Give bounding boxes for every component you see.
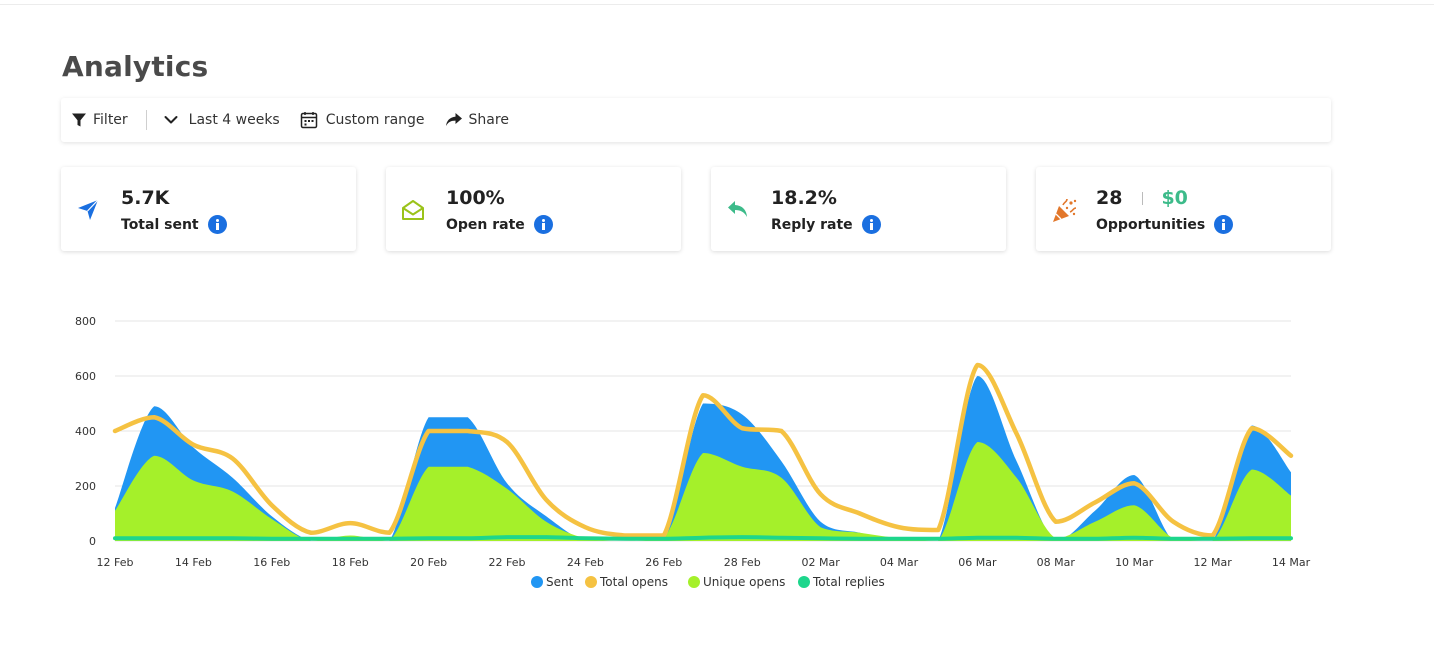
legend-item-unique-opens[interactable]: Unique opens	[688, 575, 785, 589]
y-tick-label: 600	[75, 370, 96, 383]
legend-swatch	[798, 576, 810, 588]
legend-swatch	[585, 576, 597, 588]
x-tick-label: 14 Mar	[1272, 556, 1311, 569]
stat-card-open-rate: 100% Open rate	[386, 167, 681, 251]
calendar-icon	[300, 111, 318, 129]
page-title: Analytics	[62, 50, 209, 83]
legend-label: Unique opens	[703, 575, 785, 589]
info-icon[interactable]	[1214, 215, 1234, 234]
legend-swatch	[531, 576, 543, 588]
legend-swatch	[688, 576, 700, 588]
opportunities-label-row: Opportunities	[1096, 215, 1234, 234]
x-tick-label: 26 Feb	[645, 556, 682, 569]
x-tick-label: 18 Feb	[332, 556, 369, 569]
legend-label: Total replies	[812, 575, 885, 589]
share-label: Share	[468, 112, 509, 128]
party-popper-icon	[1050, 197, 1077, 223]
x-tick-label: 24 Feb	[567, 556, 604, 569]
x-tick-label: 14 Feb	[175, 556, 212, 569]
chart-legend: Sent Total opens Unique opens Total replies	[531, 575, 885, 589]
x-tick-label: 06 Mar	[958, 556, 997, 569]
reply-rate-label-row: Reply rate	[771, 215, 881, 234]
reply-arrow-icon	[725, 197, 751, 223]
stat-card-opportunities: 28 $0 Opportunities	[1036, 167, 1331, 251]
share-arrow-icon	[445, 112, 463, 128]
x-tick-label: 16 Feb	[253, 556, 290, 569]
reply-rate-label: Reply rate	[771, 216, 853, 233]
open-envelope-icon	[400, 197, 426, 223]
open-rate-value: 100%	[446, 187, 505, 209]
legend-item-total-opens[interactable]: Total opens	[585, 575, 668, 589]
x-tick-label: 22 Feb	[489, 556, 526, 569]
y-axis: 0 200 400 600 800	[75, 315, 96, 548]
x-tick-label: 12 Feb	[97, 556, 134, 569]
info-icon[interactable]	[533, 215, 553, 234]
total-sent-label: Total sent	[121, 216, 199, 233]
open-rate-label: Open rate	[446, 216, 525, 233]
opportunities-label: Opportunities	[1096, 216, 1206, 233]
legend-item-total-replies[interactable]: Total replies	[798, 575, 885, 589]
toolbar-separator	[145, 110, 147, 130]
toolbar: Filter Last 4 weeks Custom range Share	[61, 98, 1331, 142]
analytics-chart-svg: 0 200 400 600 800 12 Feb 14 Feb 16 Feb 18 Feb 20…	[75, 315, 1311, 589]
opportunities-money: $0	[1161, 187, 1188, 209]
custom-range-button[interactable]: Custom range	[300, 98, 425, 142]
x-tick-label: 02 Mar	[801, 556, 840, 569]
y-tick-label: 800	[75, 315, 96, 328]
total-sent-label-row: Total sent	[121, 215, 227, 234]
legend-label: Total opens	[599, 575, 668, 589]
x-tick-label: 28 Feb	[724, 556, 761, 569]
legend-label: Sent	[546, 575, 574, 589]
total-sent-value: 5.7K	[121, 187, 170, 209]
y-tick-label: 400	[75, 425, 96, 438]
series-line-total-replies	[113, 535, 1293, 541]
stat-card-reply-rate: 18.2% Reply rate	[711, 167, 1006, 251]
open-rate-label-row: Open rate	[446, 215, 553, 234]
info-icon[interactable]	[861, 215, 881, 234]
chevron-down-icon	[163, 112, 179, 128]
filter-icon	[71, 112, 87, 128]
y-tick-label: 0	[89, 535, 96, 548]
x-axis: 12 Feb 14 Feb 16 Feb 18 Feb 20 Feb 22 Feb 24 F…	[97, 556, 1311, 569]
x-tick-label: 10 Mar	[1115, 556, 1154, 569]
custom-range-label: Custom range	[325, 112, 425, 128]
date-range-dropdown[interactable]: Last 4 weeks	[163, 98, 280, 142]
chart-series	[112, 362, 1294, 541]
info-icon[interactable]	[207, 215, 227, 234]
opportunities-value-row: 28 $0	[1096, 187, 1188, 209]
reply-rate-value: 18.2%	[771, 187, 837, 209]
paper-plane-icon	[75, 197, 101, 223]
legend-item-sent[interactable]: Sent	[531, 575, 574, 589]
stat-card-total-sent: 5.7K Total sent	[61, 167, 356, 251]
x-tick-label: 20 Feb	[410, 556, 447, 569]
analytics-chart: 0 200 400 600 800 12 Feb 14 Feb 16 Feb 18 Feb 20…	[60, 300, 1330, 600]
filter-button[interactable]: Filter	[71, 98, 128, 142]
filter-label: Filter	[93, 112, 128, 128]
share-button[interactable]: Share	[445, 98, 509, 142]
x-tick-label: 12 Mar	[1193, 556, 1232, 569]
series-area-unique-opens	[115, 442, 1291, 541]
x-tick-label: 08 Mar	[1037, 556, 1076, 569]
y-tick-label: 200	[75, 480, 96, 493]
series-line-total-opens	[112, 362, 1294, 538]
opportunities-count: 28	[1096, 187, 1123, 209]
value-separator	[1142, 192, 1144, 205]
x-tick-label: 04 Mar	[880, 556, 919, 569]
date-range-label: Last 4 weeks	[188, 112, 280, 128]
top-divider	[0, 4, 1434, 5]
